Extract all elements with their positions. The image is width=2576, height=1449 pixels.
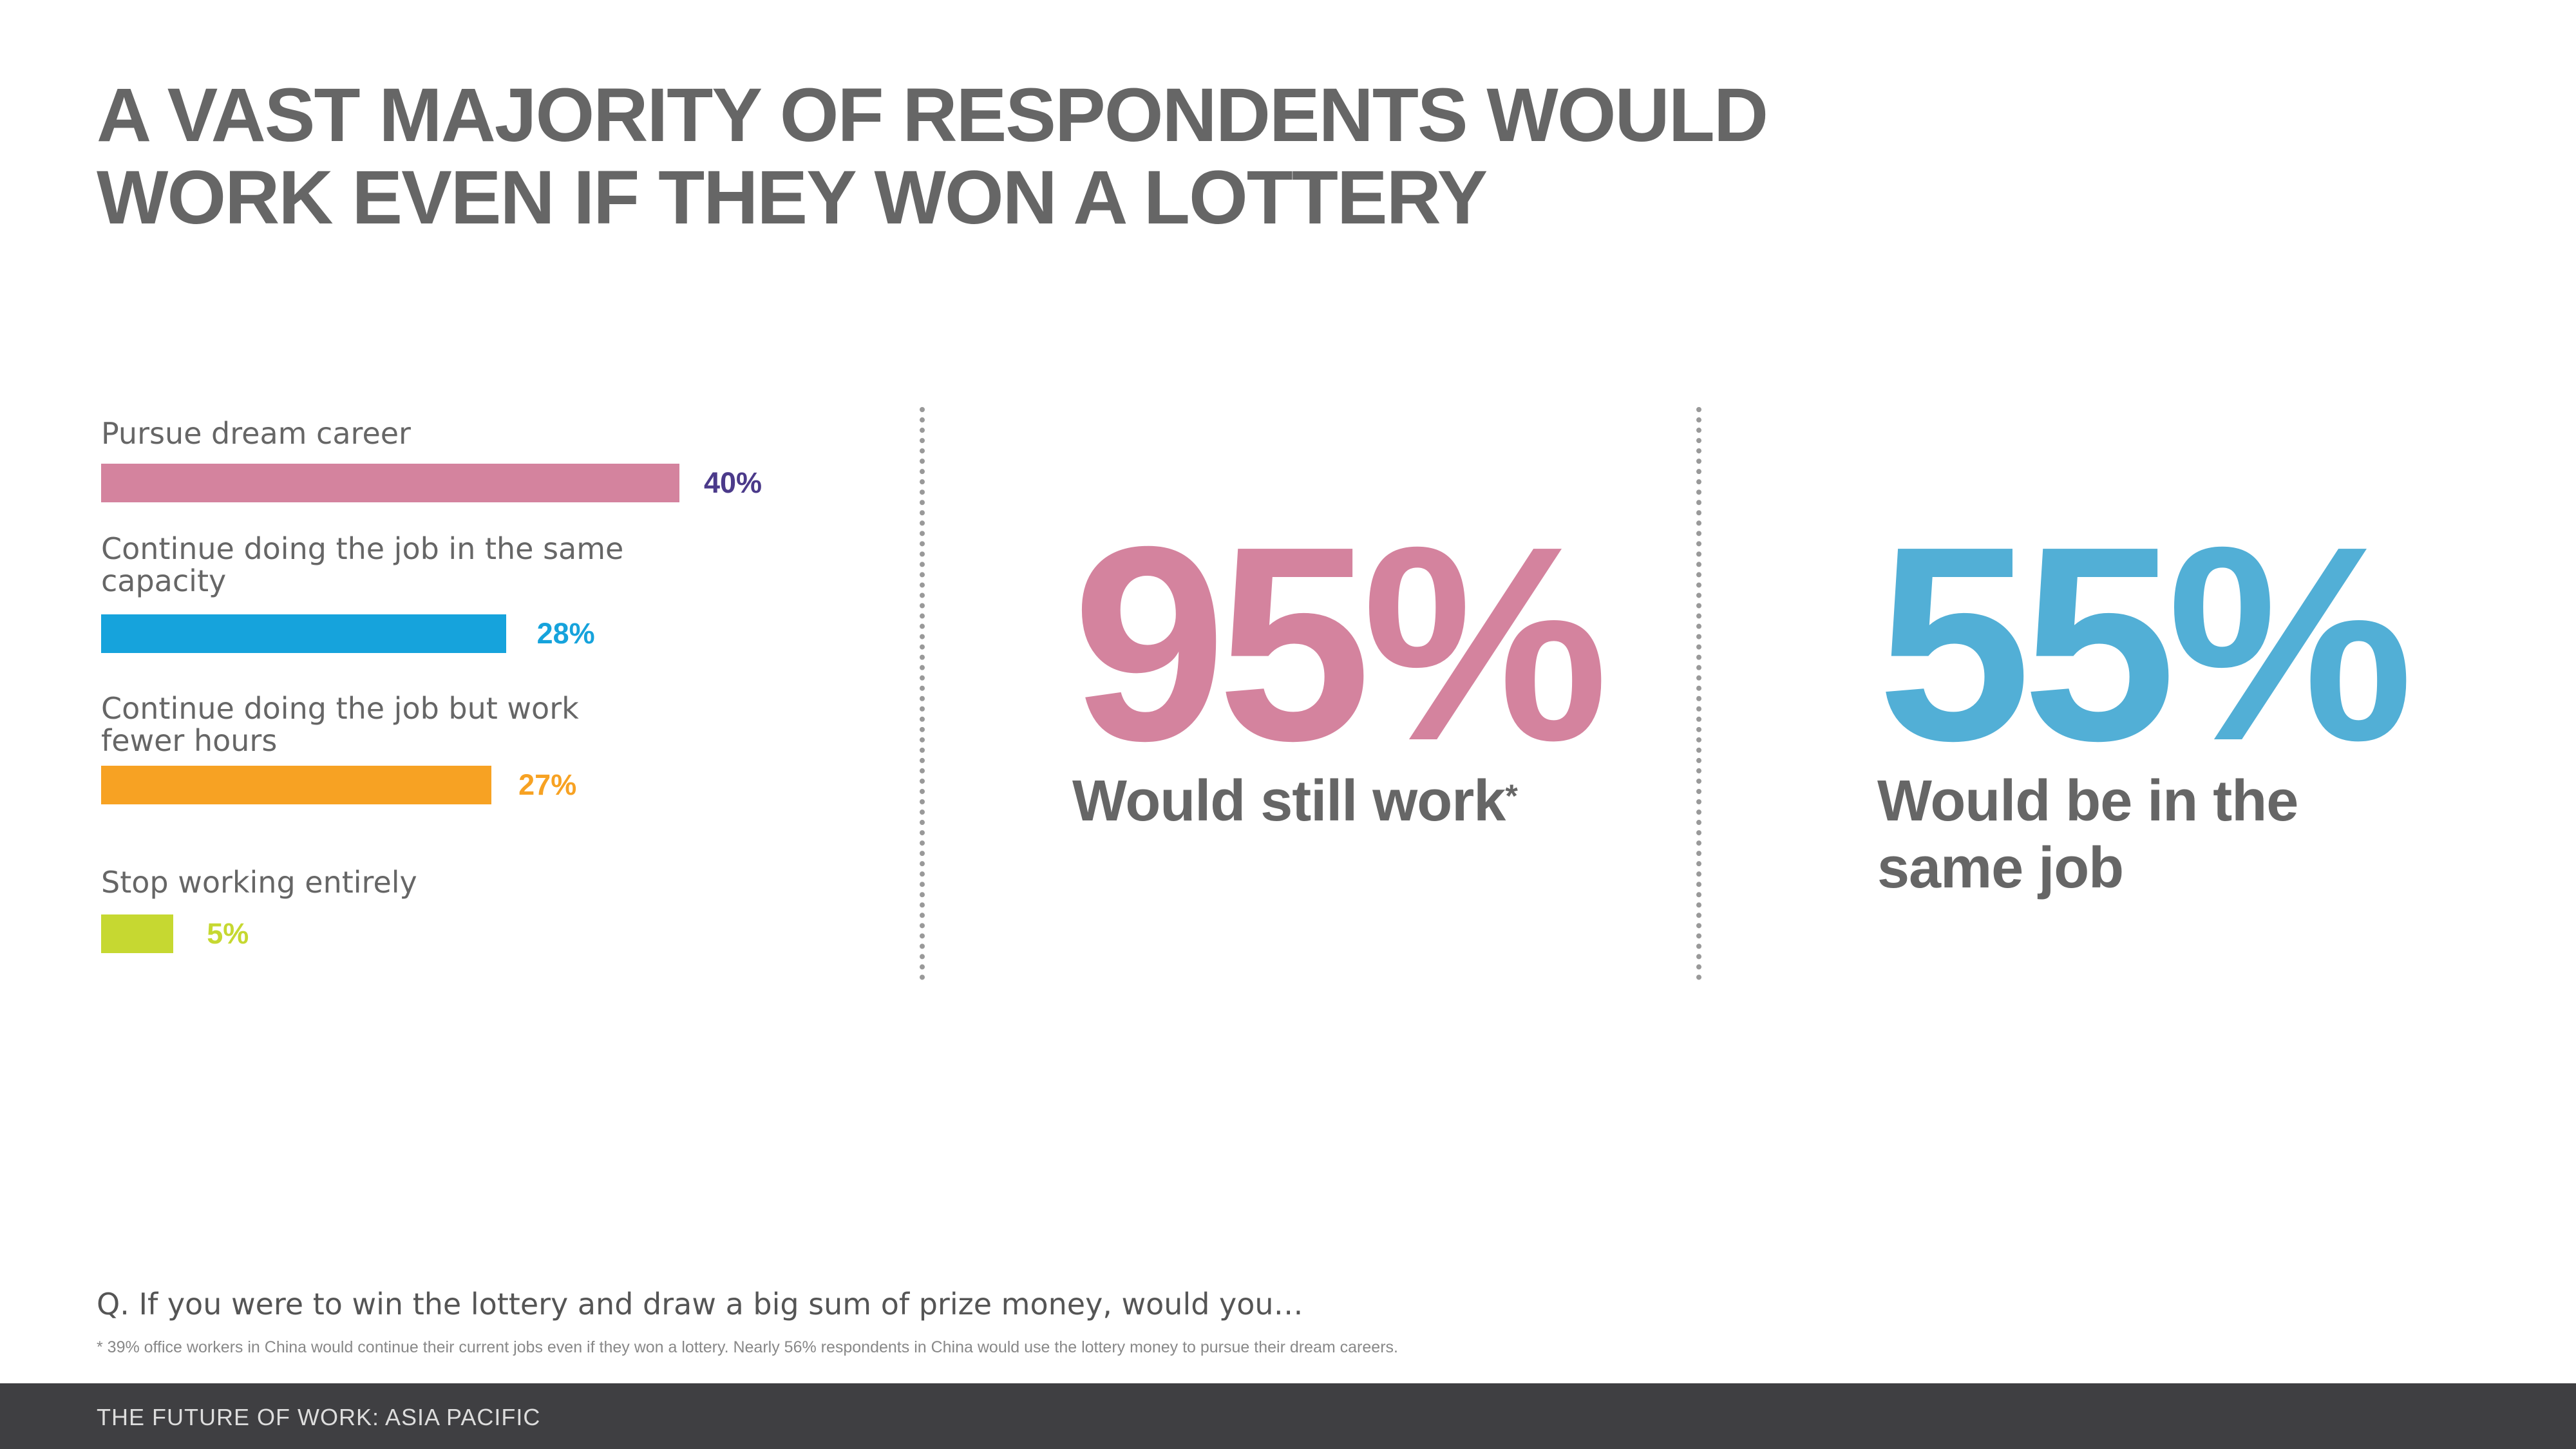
footer-text: THE FUTURE OF WORK: ASIA PACIFIC	[97, 1404, 541, 1430]
divider-left	[920, 407, 925, 980]
value-label-fewer-hours: 27%	[518, 768, 577, 801]
bar-stop-working	[101, 914, 174, 953]
stat-label-text: Would still work	[1072, 769, 1506, 833]
category-label-same-capacity: Continue doing the job in the same capac…	[101, 531, 624, 598]
bar-chart: Pursue dream career 40% Continue doing t…	[0, 0, 902, 1030]
survey-question: Q. If you were to win the lottery and dr…	[97, 1287, 1303, 1321]
category-label-dream-career: Pursue dream career	[101, 416, 411, 451]
value-label-stop-working: 5%	[207, 917, 249, 950]
stat-value-55: 55%	[1877, 489, 2414, 799]
bar-same-capacity	[101, 614, 506, 653]
category-label-stop-working: Stop working entirely	[101, 865, 417, 900]
title-line-1: A VAST MAJORITY OF RESPONDENTS WOULD	[97, 73, 1768, 158]
stat-label-still-work: Would still work*	[1072, 768, 1600, 835]
footer-bar: THE FUTURE OF WORK: ASIA PACIFIC	[0, 1383, 2576, 1449]
divider-right	[1696, 407, 1701, 980]
stat-value-95: 95%	[1072, 489, 1609, 799]
category-label-fewer-hours: Continue doing the job but work fewer ho…	[101, 691, 579, 758]
footnote: * 39% office workers in China would cont…	[97, 1338, 1398, 1356]
value-label-dream-career: 40%	[704, 466, 762, 499]
stat-would-still-work: 95% Would still work*	[1072, 489, 1609, 835]
stat-label-same-job: Would be in the same job	[1877, 768, 2405, 902]
bar-dream-career	[101, 464, 679, 502]
stat-label-line-1: Would be in the	[1877, 769, 2298, 833]
asterisk-marker: *	[1505, 778, 1517, 814]
value-label-same-capacity: 28%	[536, 617, 595, 650]
title-line-2: WORK EVEN IF THEY WON A LOTTERY	[97, 155, 1488, 240]
stat-same-job: 55% Would be in the same job	[1877, 489, 2414, 902]
page-title: A VAST MAJORITY OF RESPONDENTS WOULD WOR…	[97, 74, 1900, 239]
stat-label-line-2: same job	[1877, 836, 2124, 900]
bar-fewer-hours	[101, 766, 492, 804]
